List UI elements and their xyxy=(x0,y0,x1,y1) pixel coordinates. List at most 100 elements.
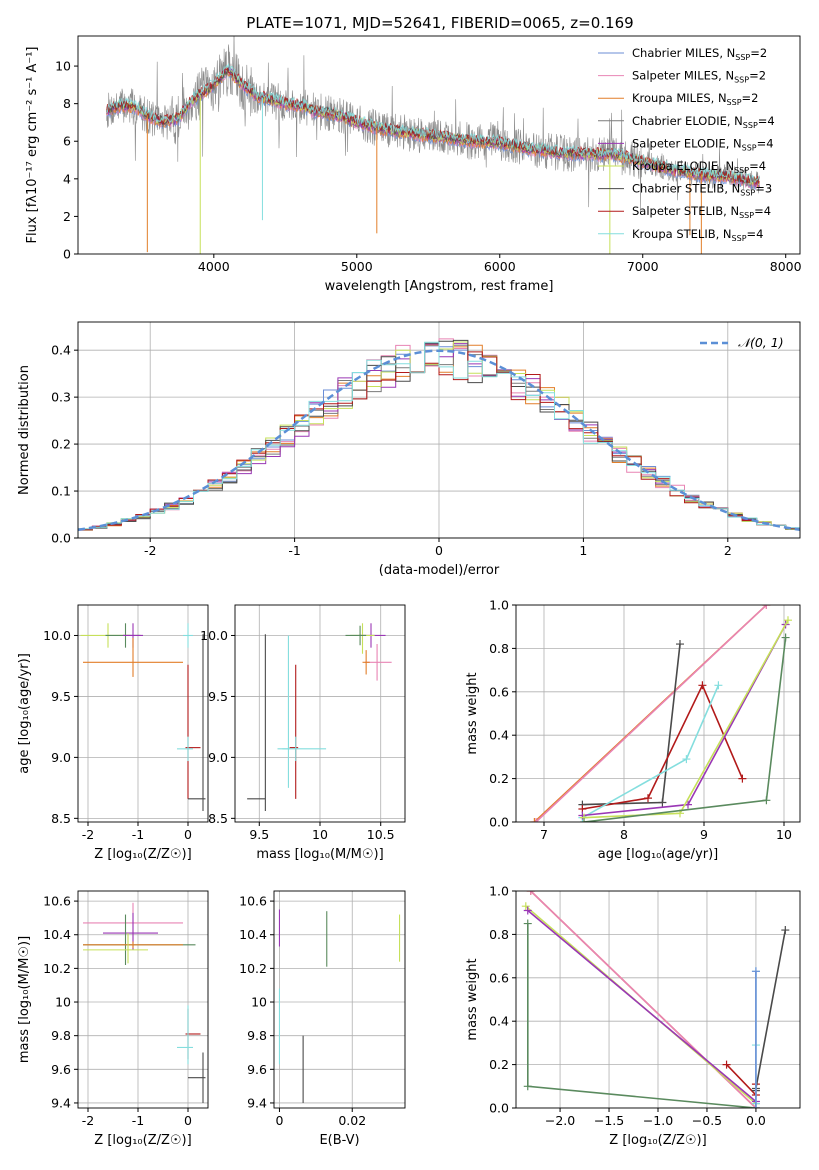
x-axis-label: (data-model)/error xyxy=(379,563,500,578)
plot-frame xyxy=(273,890,406,1109)
legend-tail: =4 xyxy=(747,227,764,241)
x-tick-label: 0.0 xyxy=(746,1113,766,1128)
axes-frame: −2.0 −1.5 −1.0 −0.5 0.0 0.0 0.2 0.4 0.6 0.8 1.0 Z [… xyxy=(465,884,801,1148)
weight-line-chabrier_stelib xyxy=(582,644,681,806)
legend-text: Salpeter STELIB, N xyxy=(632,204,739,218)
legend-text: Chabrier ELODIE, N xyxy=(632,114,743,128)
model-spectrum-kroupa_stelib xyxy=(106,62,760,184)
y-tick-label: 0.6 xyxy=(489,970,509,985)
legend-tail: =2 xyxy=(750,46,767,60)
y-tick-label: 0.8 xyxy=(489,641,509,656)
panel-age_vs_mass: 9.5 10 10.5 8.5 9.0 9.5 10.0 mass [log₁₀(M/M☉)] xyxy=(200,604,406,862)
x-axis-label: E(B-V) xyxy=(319,1133,359,1148)
legend-subscript: SSP xyxy=(735,53,750,62)
y-tick-label: 0.8 xyxy=(489,927,509,942)
weight-line-green_line xyxy=(583,637,787,822)
y-tick-label: 4 xyxy=(63,171,71,186)
y-axis-label: age [log₁₀(age/yr)] xyxy=(17,653,32,774)
legend-subscript: SSP xyxy=(743,121,758,130)
weight-marker xyxy=(523,906,532,915)
legend-tail: =4 xyxy=(749,159,766,173)
axes-frame: 0 0.02 9.4 9.6 9.8 10 10.2 10.4 10.6 E(B-V) xyxy=(239,890,406,1148)
y-tick-label: 0.0 xyxy=(489,1101,509,1116)
x-tick-label: -2 xyxy=(144,543,156,558)
weight-marker xyxy=(722,1060,731,1069)
errorbar-point xyxy=(282,635,290,788)
x-tick-label: 0 xyxy=(275,1113,283,1128)
weight-marker xyxy=(523,1082,532,1091)
plot-area xyxy=(78,891,208,1108)
errorbar-point xyxy=(247,634,266,812)
x-tick-label: 10.5 xyxy=(367,827,395,842)
x-axis-label: Z [log₁₀(Z/Z☉)] xyxy=(94,847,191,862)
weight-marker xyxy=(682,755,691,764)
x-tick-label: -1 xyxy=(132,827,144,842)
y-tick-label: 6 xyxy=(63,134,71,149)
weight-marker xyxy=(580,818,588,822)
weight-line-salpeter_miles xyxy=(535,605,767,822)
weight-marker xyxy=(532,818,540,822)
axes-frame: 7 8 9 10 0.0 0.2 0.4 0.6 0.8 1.0 age [log₁₀(age/yr… xyxy=(465,598,801,862)
legend-text: Kroupa ELODIE, N xyxy=(632,159,734,173)
y-tick-label: 0.6 xyxy=(489,684,509,699)
y-tick-label: 9.0 xyxy=(51,750,71,765)
panel-mass_vs_EBV: 0 0.02 9.4 9.6 9.8 10 10.2 10.4 10.6 E(B-V) xyxy=(239,890,406,1148)
y-tick-label: 1.0 xyxy=(489,598,509,613)
errorbar-point xyxy=(177,736,193,762)
gaussian-curve xyxy=(78,349,800,532)
model-spectrum-salpeter_stelib xyxy=(106,66,760,185)
x-tick-label: 2 xyxy=(724,543,732,558)
legend-entry: Kroupa STELIB, NSSP=4 xyxy=(632,227,763,243)
x-tick-label: −2.0 xyxy=(545,1113,575,1128)
histogram-kroupa_stelib xyxy=(78,341,800,538)
y-tick-label: 9.8 xyxy=(247,1028,267,1043)
axes-frame: 4000 5000 6000 7000 8000 0 2 4 6 8 10 wavelength [A… xyxy=(25,35,802,294)
panel-residuals: -2 -1 0 1 2 0.0 0.1 0.2 0.3 0.4 (data-model)/error… xyxy=(17,321,801,578)
legend-tail: =4 xyxy=(754,204,771,218)
legend-entry: Chabrier STELIB, NSSP=3 xyxy=(632,182,772,198)
errorbar-point xyxy=(83,637,183,677)
legend-text: Chabrier MILES, N xyxy=(632,46,735,60)
legend-subscript: SSP xyxy=(727,98,742,107)
errorbar-point xyxy=(185,664,201,799)
weight-marker xyxy=(714,681,723,690)
y-tick-label: 9.5 xyxy=(51,689,71,704)
plot-area xyxy=(78,322,800,538)
panel-mass_vs_Z: -2 -1 0 9.4 9.6 9.8 10 10.2 10.4 10.6 Z [log₁₀(Z/Z… xyxy=(17,890,209,1148)
legend-entry: Kroupa ELODIE, NSSP=4 xyxy=(632,159,766,175)
y-axis-label: mass [log₁₀(M/M☉)] xyxy=(17,936,32,1063)
legend-text: Kroupa STELIB, N xyxy=(632,227,732,241)
y-tick-label: 0.0 xyxy=(489,815,509,830)
y-tick-label: 9.5 xyxy=(208,689,228,704)
plot-area xyxy=(235,605,405,822)
errorbar-point xyxy=(177,1005,193,1065)
x-axis-label: Z [log₁₀(Z/Z☉)] xyxy=(609,1133,706,1148)
x-axis-label: age [log₁₀(age/yr)] xyxy=(598,847,719,862)
x-tick-label: -2 xyxy=(82,1113,94,1128)
x-axis-label: wavelength [Angstrom, rest frame] xyxy=(325,279,554,294)
legend-entry: 𝒩(0, 1) xyxy=(738,335,784,350)
x-tick-label: 6000 xyxy=(484,259,516,274)
y-axis-label: mass weight xyxy=(465,958,480,1040)
axes-frame: -2 -1 0 9.4 9.6 9.8 10 10.2 10.4 10.6 Z [log₁₀(Z/Z… xyxy=(17,890,209,1148)
plot-frame xyxy=(77,604,209,823)
legend: 𝒩(0, 1) xyxy=(700,335,784,350)
x-tick-label: 1 xyxy=(579,543,587,558)
plot-area xyxy=(106,36,760,254)
legend-tail: =3 xyxy=(755,182,772,196)
y-tick-label: 9.4 xyxy=(51,1095,71,1110)
x-tick-label: 7000 xyxy=(627,259,659,274)
errorbar-point xyxy=(188,1052,206,1103)
y-tick-label: 10.2 xyxy=(239,961,267,976)
panel-massweight_vs_Z: −2.0 −1.5 −1.0 −0.5 0.0 0.0 0.2 0.4 0.6 0.8 1.0 Z [… xyxy=(465,884,801,1148)
weight-line-salpeter_elodie xyxy=(582,624,787,817)
legend-subscript: SSP xyxy=(734,76,749,85)
y-tick-label: 8 xyxy=(63,96,71,111)
legend-tail: =2 xyxy=(742,91,759,105)
weight-marker xyxy=(762,796,771,805)
y-tick-label: 9.0 xyxy=(208,750,228,765)
x-tick-label: 9.5 xyxy=(249,827,269,842)
weight-marker xyxy=(523,919,532,928)
y-tick-label: 2 xyxy=(63,209,71,224)
